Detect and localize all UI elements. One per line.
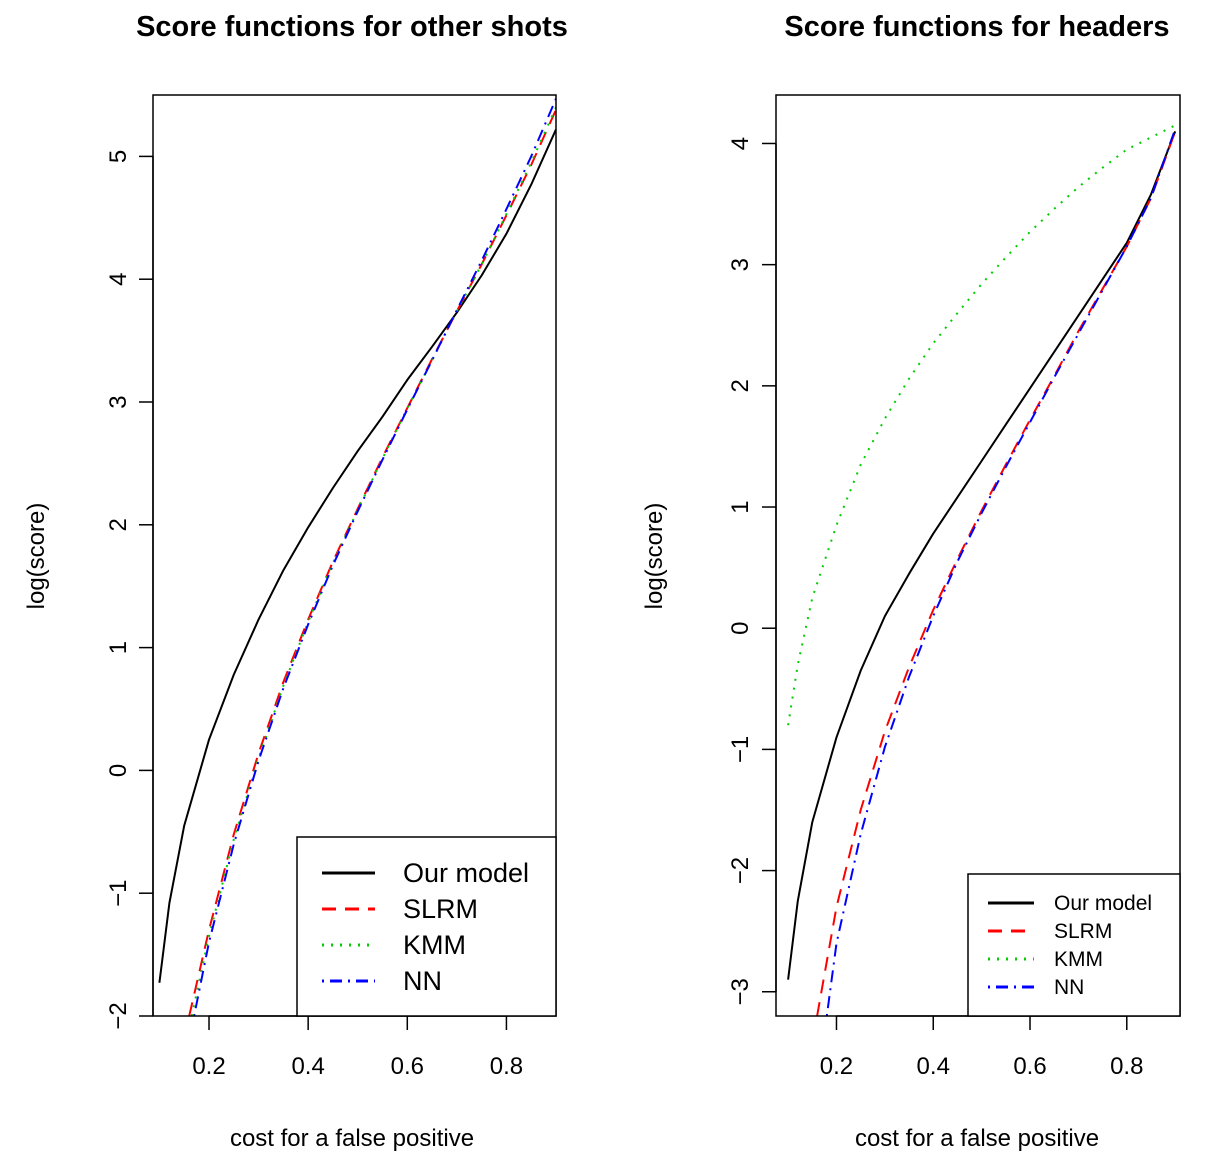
panel-left: Score functions for other shots cost for… <box>23 11 568 1152</box>
y-tick-label: 3 <box>105 395 132 408</box>
x-tick-label: 0.6 <box>391 1053 424 1080</box>
y-tick-label: 1 <box>105 641 132 654</box>
legend-label: Our model <box>403 858 529 888</box>
x-axis-label-right: cost for a false positive <box>855 1125 1099 1152</box>
legend-label: KMM <box>1054 948 1103 971</box>
panel-right: Score functions for headers cost for a f… <box>641 11 1170 1152</box>
series-line-nn <box>825 128 1177 1016</box>
series-line-our-model <box>787 131 1177 980</box>
series-line-our-model <box>158 128 556 983</box>
legend-label: SLRM <box>1054 920 1112 943</box>
legend-label: KMM <box>403 930 466 960</box>
y-tick-label: −2 <box>105 1002 132 1029</box>
x-tick-label: 0.8 <box>490 1053 523 1080</box>
y-tick-label: 2 <box>105 518 132 531</box>
x-tick-label: 0.2 <box>192 1053 225 1080</box>
y-tick-label: −3 <box>727 978 754 1005</box>
y-tick-label: −2 <box>727 857 754 884</box>
y-tick-label: 1 <box>727 500 754 513</box>
x-axis-label-left: cost for a false positive <box>230 1125 474 1152</box>
y-tick-label: 0 <box>105 764 132 777</box>
x-tick-label: 0.6 <box>1013 1053 1046 1080</box>
y-tick-label: 4 <box>727 137 754 150</box>
x-tick-label: 0.2 <box>820 1053 853 1080</box>
chart-left: 0.2 0.4 0.6 0.8 −2 −1 0 1 2 3 4 5 Our model SLRM KMM NN <box>105 94 557 1080</box>
legend-box <box>967 873 1181 1017</box>
y-tick-label: 2 <box>727 379 754 392</box>
y-tick-label: 5 <box>105 150 132 163</box>
legend-label: SLRM <box>403 894 478 924</box>
series-line-slrm <box>188 109 556 1016</box>
legend-right: Our model SLRM KMM NN <box>967 873 1181 1017</box>
series-line-slrm <box>816 131 1177 1016</box>
y-axis-label-right: log(score) <box>641 503 668 610</box>
series-line-kmm <box>190 106 556 1016</box>
chart-right: 0.2 0.4 0.6 0.8 −3 −2 −1 0 1 2 3 4 Our model SLRM KMM N… <box>727 94 1181 1080</box>
y-tick-label: −1 <box>727 736 754 763</box>
y-axis-label-left: log(score) <box>23 503 50 610</box>
x-tick-label: 0.8 <box>1110 1053 1143 1080</box>
y-tick-label: −1 <box>105 880 132 907</box>
legend-left: Our model SLRM KMM NN <box>296 836 557 1017</box>
x-tick-label: 0.4 <box>291 1053 324 1080</box>
y-tick-label: 3 <box>727 258 754 271</box>
plot-layer: 0.2 0.4 0.6 0.8 −2 −1 0 1 2 3 4 5 Our model SLRM KMM NN… <box>105 94 1181 1080</box>
legend-box <box>296 836 557 1017</box>
legend-label: NN <box>403 966 442 996</box>
x-tick-label: 0.4 <box>917 1053 950 1080</box>
chart-title-right: Score functions for headers <box>784 11 1169 43</box>
series-line-nn <box>193 98 556 1016</box>
legend-label: Our model <box>1054 892 1152 915</box>
chart-title-left: Score functions for other shots <box>136 11 568 43</box>
y-tick-label: 4 <box>105 273 132 286</box>
y-tick-label: 0 <box>727 622 754 635</box>
series-line-kmm <box>787 124 1176 726</box>
legend-label: NN <box>1054 976 1084 999</box>
